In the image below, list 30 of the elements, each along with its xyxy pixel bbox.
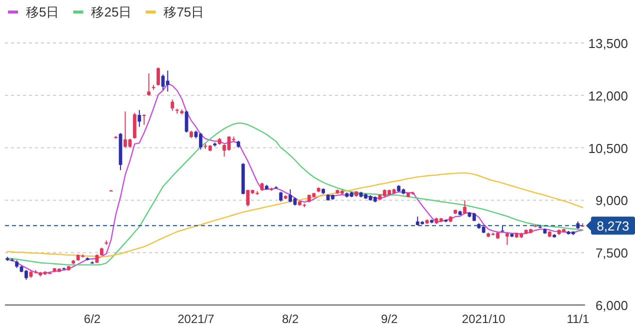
candlestick xyxy=(132,112,136,140)
candlestick xyxy=(166,70,170,92)
y-tick-label: 12,000 xyxy=(588,88,628,104)
candlestick xyxy=(147,72,151,96)
candlestick xyxy=(279,191,283,202)
legend-label: 移5日 xyxy=(26,4,60,20)
candlestick xyxy=(138,110,142,128)
x-tick-label: 2021/10 xyxy=(462,312,506,326)
ref-line-label: 8,273 xyxy=(586,216,635,235)
x-tick-label: 2021/7 xyxy=(178,312,215,326)
candlestick xyxy=(156,66,160,86)
candlestick xyxy=(198,132,202,150)
x-tick-label: 8/2 xyxy=(282,312,299,326)
candlestick xyxy=(463,200,466,215)
y-tick-label: 13,500 xyxy=(588,36,628,51)
x-tick-label: 9/2 xyxy=(380,312,398,326)
y-tick-label: 7,500 xyxy=(595,246,628,261)
y-tick-label: 6,000 xyxy=(595,298,628,313)
x-tick-label: 11/1 xyxy=(566,312,590,326)
legend-label: 移75日 xyxy=(164,4,204,20)
line-series xyxy=(6,172,584,258)
candlestick xyxy=(170,99,174,112)
y-tick-label: 9,000 xyxy=(595,193,628,208)
line-series xyxy=(6,122,584,266)
ref-line-label: 8,273 xyxy=(596,218,630,234)
candlestick xyxy=(506,232,509,246)
legend-label: 移25日 xyxy=(91,4,132,20)
y-tick-label: 10,500 xyxy=(588,140,628,156)
x-tick-label: 6/2 xyxy=(84,312,101,326)
candlestick xyxy=(142,114,146,126)
